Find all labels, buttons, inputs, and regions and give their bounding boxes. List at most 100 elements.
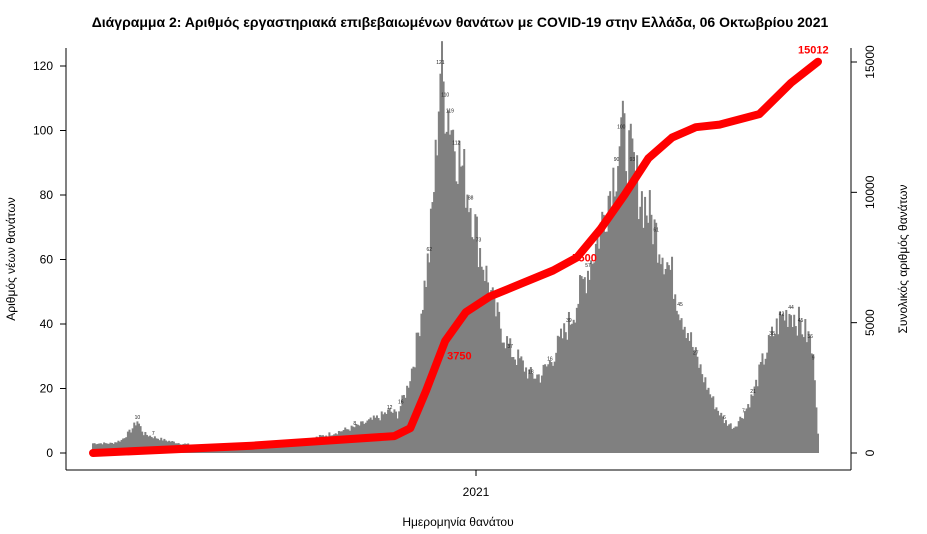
bar [609,191,612,453]
chart-title: Διάγραμμα 2: Αριθμός εργαστηριακά επιβεβ… [92,14,829,30]
bar [577,303,580,453]
bar [672,298,675,453]
bar-value-label: 7 [742,408,745,414]
bar [290,443,293,453]
bar-value-label: 44 [788,305,794,311]
bar [720,412,723,453]
bar-value-label: 38 [769,331,775,337]
bar [802,337,805,453]
bar [510,357,513,453]
bar-value-label: 27 [693,350,699,356]
bar [734,426,737,453]
bar [793,314,796,453]
y-tick-label-right: 15000 [863,45,877,79]
bar [131,428,134,453]
bar [437,111,440,454]
bar [652,244,655,453]
bar [786,326,789,453]
bar [150,437,153,453]
bar [748,407,751,453]
bar [574,322,577,453]
bar [317,437,320,453]
bar [718,415,721,453]
bar [426,253,429,453]
bar [717,410,720,453]
y-tick-label-left: 100 [33,124,53,138]
bar [387,409,390,453]
bar [615,191,618,453]
bar [501,342,504,453]
bar [791,326,794,453]
bar [785,309,788,453]
bar-value-label: 61 [653,228,659,234]
bar [114,442,117,453]
bar [409,381,412,453]
bar [810,353,813,453]
bar [591,263,594,453]
bar [474,214,477,453]
bar [680,318,683,453]
bar [701,374,704,453]
bar [637,219,640,453]
bar [547,364,550,453]
bar [764,358,767,453]
bar [117,440,120,453]
y-tick-label-right: 0 [863,449,877,456]
bar [550,362,553,453]
bar [782,313,785,453]
bar [693,350,696,453]
bar [561,338,564,453]
annotation-label: 3750 [447,350,471,362]
bar [499,328,502,453]
bar-value-label: 37 [507,344,513,350]
bar [610,214,613,453]
bar [629,123,632,454]
bar [586,270,589,453]
bar-value-label: 57 [585,263,591,269]
bar [769,336,772,453]
bar [732,427,735,453]
bar [801,334,804,453]
bar [415,332,418,453]
bar [817,433,819,453]
bar [750,394,753,453]
bar [601,211,604,453]
bar [713,409,716,453]
bar [136,421,139,453]
bar [645,215,648,453]
bar [575,307,578,453]
bar [310,440,313,453]
bar [423,280,426,453]
bar [520,356,523,453]
bar [410,368,413,453]
bar [599,222,602,453]
bar [774,333,777,453]
bar [307,439,310,453]
bar [659,264,662,453]
y-tick-label-left: 120 [33,59,53,73]
bar [147,436,150,453]
bar [517,349,520,453]
bar [682,329,685,453]
bar [460,166,463,453]
bar [731,428,734,453]
bar [111,442,114,453]
bar [461,165,464,453]
bar [669,269,672,453]
bar [540,375,543,453]
bar [466,194,469,453]
bar [569,324,572,453]
bar [436,155,439,453]
bar [690,332,693,453]
bar [664,268,667,453]
bar [448,134,451,453]
bar [653,219,656,453]
bar [594,243,597,453]
y-tick-label-right: 5000 [863,309,877,336]
bar [644,196,647,453]
bar [133,422,136,453]
bar [521,360,524,453]
bar [585,293,588,453]
bar [707,387,710,453]
